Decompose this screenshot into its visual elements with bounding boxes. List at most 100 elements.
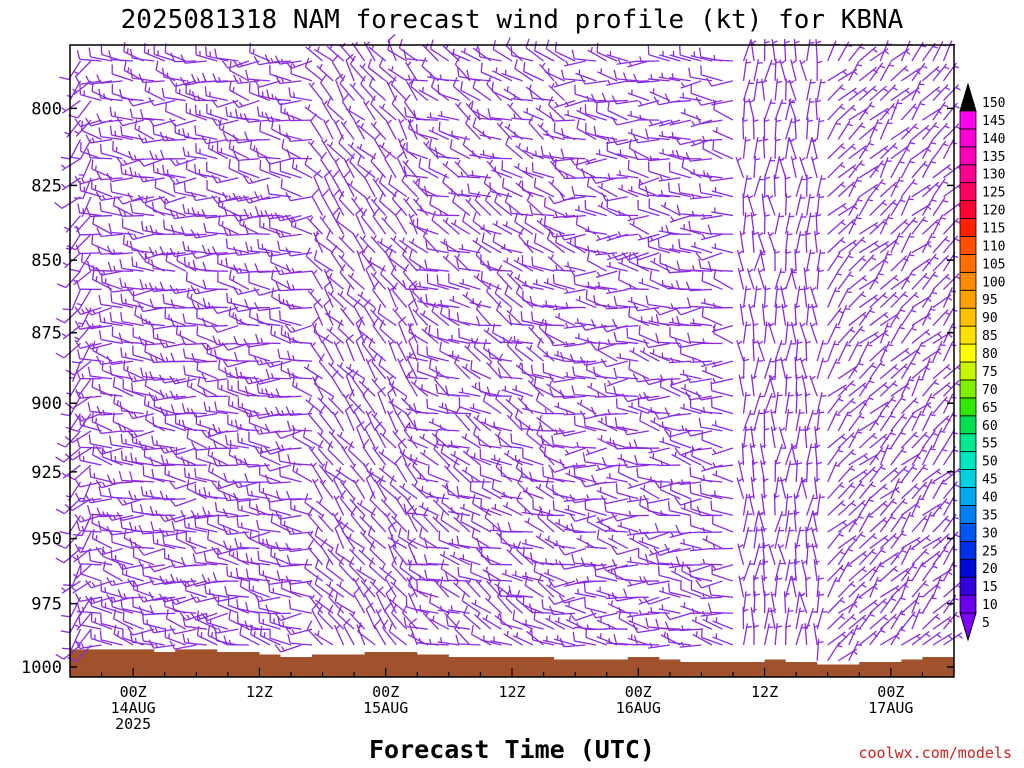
wind-barb	[152, 162, 176, 179]
wind-barb	[150, 259, 176, 272]
wind-barb	[158, 195, 186, 205]
wind-barb	[334, 592, 355, 614]
wind-barb	[470, 452, 492, 466]
wind-barb	[481, 232, 502, 254]
wind-barb	[278, 293, 302, 309]
wind-barb	[239, 625, 260, 646]
wind-barb	[87, 366, 113, 380]
wind-barb	[149, 489, 176, 500]
wind-barb	[256, 106, 281, 121]
wind-barb	[194, 517, 218, 533]
wind-barb	[194, 467, 218, 483]
colorbar-label: 50	[982, 455, 998, 470]
wind-barb	[292, 461, 313, 483]
wind-barb	[144, 342, 165, 362]
wind-barb	[180, 509, 207, 520]
wind-barb	[285, 264, 313, 274]
wind-barb	[394, 495, 408, 516]
wind-barb	[407, 435, 429, 449]
wind-barb	[363, 586, 376, 614]
wind-barb	[337, 290, 355, 309]
wind-barb	[257, 598, 281, 614]
wind-barb	[378, 465, 397, 483]
wind-barb	[288, 87, 313, 102]
wind-barb	[346, 285, 366, 309]
colorbar-swatch	[959, 379, 977, 399]
wind-barb	[379, 430, 397, 449]
wind-barb	[397, 358, 408, 380]
wind-barb	[150, 521, 176, 533]
wind-barb	[336, 581, 355, 598]
wind-barb	[472, 212, 492, 235]
wind-barb	[287, 332, 313, 345]
wind-barb	[408, 219, 429, 235]
colorbar-label: 45	[982, 473, 998, 488]
wind-barb	[323, 169, 334, 198]
wind-barb	[116, 560, 144, 570]
wind-barb	[449, 139, 471, 160]
wind-barb	[129, 537, 155, 550]
wind-barb	[75, 225, 102, 236]
y-tick-label: 900	[31, 394, 62, 414]
wind-barb	[411, 283, 429, 309]
wind-barb	[236, 500, 260, 517]
wind-barb	[279, 466, 302, 483]
wind-barb	[123, 528, 144, 550]
wind-barb	[207, 138, 229, 160]
wind-barb	[404, 61, 418, 82]
wind-barb	[55, 644, 81, 660]
wind-barb	[437, 424, 460, 432]
wind-barb	[270, 269, 292, 291]
wind-barb	[347, 272, 366, 290]
wind-barb	[274, 510, 302, 520]
wind-barb	[164, 308, 186, 327]
wind-barb	[257, 550, 281, 566]
wind-barb	[127, 410, 155, 420]
wind-barb	[384, 512, 397, 533]
wind-barb	[458, 397, 481, 415]
wind-barb	[190, 285, 218, 295]
wind-barb	[349, 497, 366, 516]
wind-barb	[291, 158, 313, 179]
wind-barb	[129, 521, 155, 533]
wind-barb	[448, 334, 471, 345]
wind-barb	[129, 166, 155, 179]
wind-barb	[111, 64, 134, 82]
wind-barb	[492, 220, 513, 235]
wind-barb	[55, 547, 81, 564]
wind-barb	[474, 191, 492, 217]
wind-barb	[408, 617, 418, 646]
wind-barb	[169, 117, 197, 127]
wind-barb	[169, 157, 197, 167]
wind-barb	[459, 554, 481, 566]
wind-barb	[319, 479, 334, 500]
wind-barb	[448, 273, 471, 291]
wind-barb	[413, 403, 439, 415]
wind-barb	[127, 578, 155, 588]
colorbar-swatch	[959, 254, 977, 273]
wind-barb	[390, 579, 408, 598]
wind-barb	[417, 384, 439, 397]
wind-barb	[432, 514, 450, 533]
wind-barb	[338, 190, 355, 217]
wind-barb	[391, 604, 408, 630]
wind-barb	[442, 161, 460, 179]
wind-barb	[109, 125, 134, 141]
wind-barb	[332, 207, 345, 235]
wind-barb	[190, 229, 218, 239]
wind-barb	[276, 570, 302, 582]
wind-barb	[358, 547, 376, 566]
wind-barb	[154, 178, 176, 198]
wind-barb	[418, 502, 439, 517]
plot-area	[54, 33, 963, 678]
wind-barb	[128, 490, 155, 501]
wind-barb	[341, 522, 355, 549]
wind-barb	[327, 289, 345, 309]
wind-barb	[416, 264, 439, 272]
wind-barb	[248, 580, 271, 598]
wind-barb	[201, 244, 228, 255]
wind-barb	[185, 531, 208, 550]
wind-barb	[442, 254, 460, 272]
wind-barb	[337, 605, 355, 630]
credit-text: coolwx.com/models	[858, 744, 1012, 762]
